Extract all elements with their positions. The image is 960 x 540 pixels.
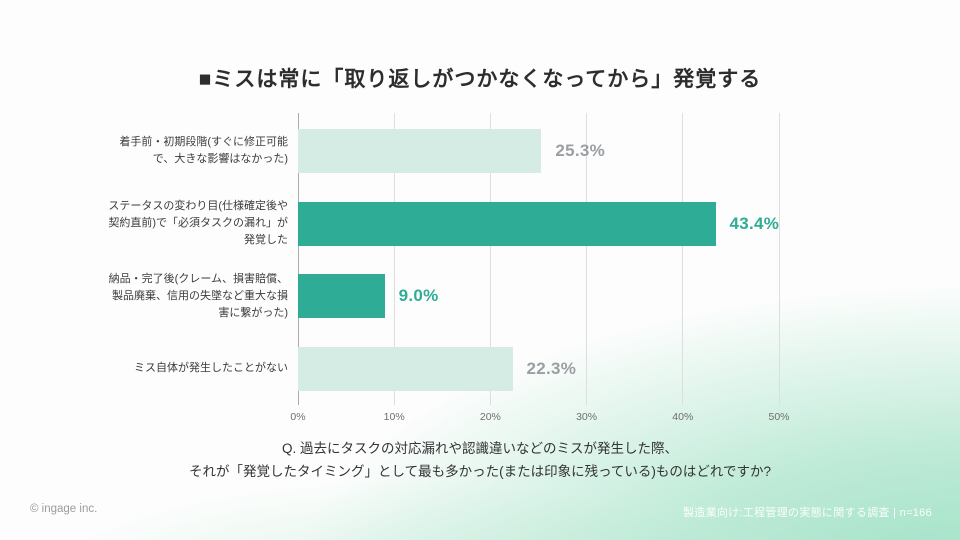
x-tick-label: 20% [479, 411, 501, 423]
category-label: 着手前・初期段階(すぐに修正可能で、大きな影響はなかった) [119, 136, 288, 166]
chart-row: ミス自体が発生したことがない 22.3% [108, 333, 779, 406]
category-label: ステータスの変わり目(仕様確定後や契約直前)で「必須タスクの漏れ」が発覚した [108, 200, 288, 247]
bar-muted [298, 129, 542, 174]
gridline [586, 113, 588, 405]
x-tick-label: 10% [383, 411, 405, 423]
bar-emphasized [298, 274, 385, 319]
plot-gridlines [297, 113, 780, 405]
footer-survey-note: 製造業向け:工程管理の実態に関する調査 | n=166 [682, 507, 932, 519]
x-tick-label: 50% [768, 411, 790, 423]
gridline [489, 113, 491, 405]
bar-track: 22.3% [298, 333, 779, 406]
bar-emphasized [298, 201, 716, 246]
chart-row: 納品・完了後(クレーム、損害賠償、製品廃棄、信用の失墜など重大な損害に繋がった)… [108, 260, 779, 333]
page-title: ■ミスは常に「取り返しがつかなくなってから」発覚する [198, 68, 762, 92]
chart-row: ステータスの変わり目(仕様確定後や契約直前)で「必須タスクの漏れ」が発覚した 43… [108, 188, 779, 261]
bar-track: 25.3% [298, 115, 779, 188]
gridline [393, 113, 395, 405]
x-tick-label: 30% [576, 411, 598, 423]
value-label: 43.4% [729, 213, 780, 233]
gridline [778, 113, 780, 405]
gridline [682, 113, 684, 405]
x-axis: 0% 10% 20% 30% 40% 50% [290, 411, 789, 427]
value-label: 9.0% [398, 286, 439, 306]
survey-question-line1: Q. 過去にタスクの対応漏れや認識違いなどのミスが発生した際、 [281, 441, 678, 456]
category-label: ミス自体が発生したことがない [134, 362, 288, 375]
value-label: 22.3% [526, 358, 577, 378]
x-tick-label: 0% [290, 411, 306, 423]
bar-muted [298, 346, 513, 391]
footer-copyright: © ingage inc. [30, 503, 98, 515]
bar-track: 43.4% [298, 188, 779, 261]
chart-row: 着手前・初期段階(すぐに修正可能で、大きな影響はなかった) 25.3% [108, 115, 779, 188]
survey-question-line2: それが「発覚したタイミング」として最も多かった(または印象に残っている)ものはど… [188, 463, 771, 479]
bar-chart: 着手前・初期段階(すぐに修正可能で、大きな影響はなかった) 25.3% ステータスの… [108, 115, 779, 405]
value-label: 25.3% [555, 141, 606, 161]
category-label: 納品・完了後(クレーム、損害賠償、製品廃棄、信用の失墜など重大な損害に繋がった) [108, 272, 288, 319]
survey-question: Q. 過去にタスクの対応漏れや認識違いなどのミスが発生した際、 それが「発覚した… [0, 438, 960, 484]
y-axis-line [297, 113, 299, 405]
bar-track: 9.0% [298, 260, 779, 333]
x-tick-label: 40% [672, 411, 694, 423]
